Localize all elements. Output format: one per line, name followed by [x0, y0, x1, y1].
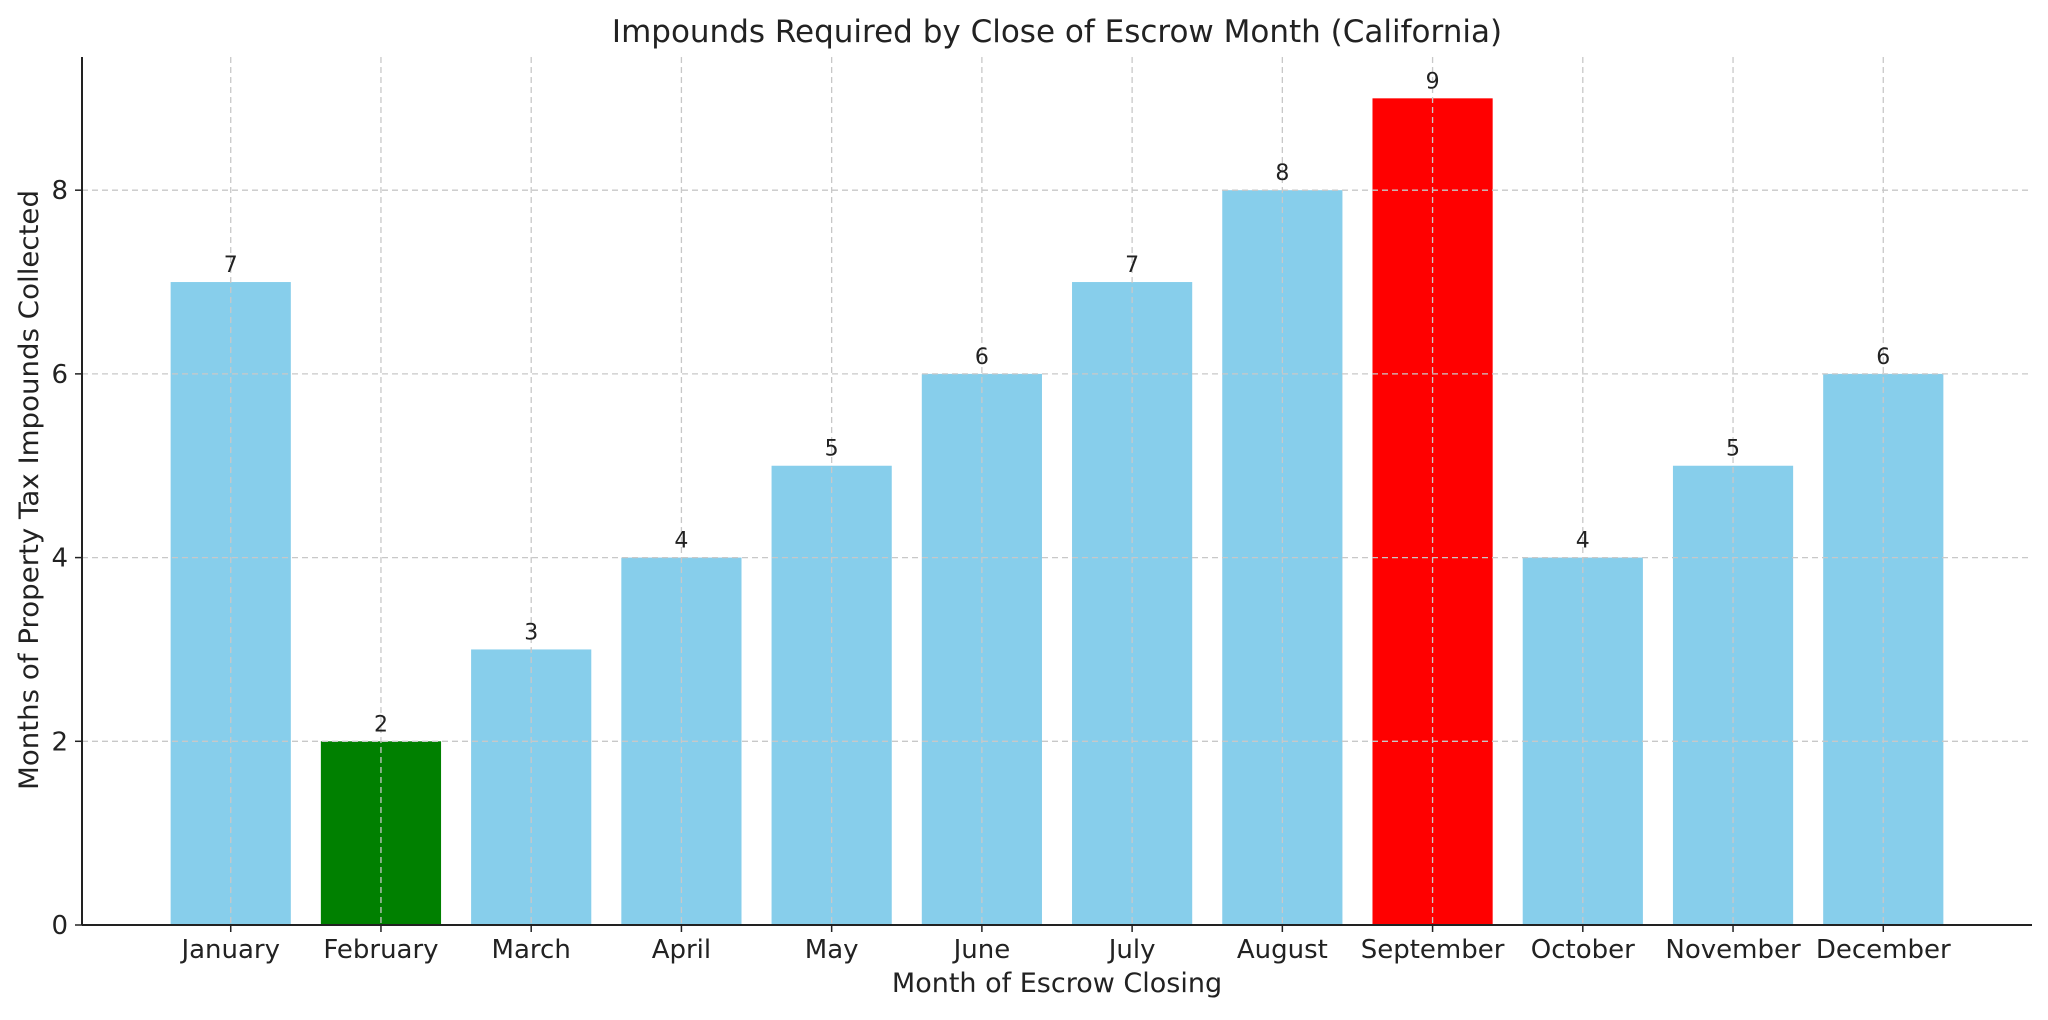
x-tick-label: June	[952, 935, 1011, 965]
axes: 0 2 4 6 8 January February March April May June Jul…	[51, 57, 2032, 965]
x-tick-label: January	[179, 935, 280, 965]
data-label: 4	[1576, 529, 1590, 554]
x-axis-label: Month of Escrow Closing	[892, 968, 1222, 999]
data-label: 3	[524, 620, 538, 645]
data-label: 7	[1125, 253, 1139, 278]
data-label: 9	[1426, 69, 1440, 94]
x-tick-label: October	[1531, 935, 1635, 965]
bar-may	[771, 465, 892, 925]
data-label: 6	[1876, 345, 1890, 370]
y-tick-label: 6	[51, 360, 68, 390]
y-tick-label: 8	[51, 176, 68, 206]
data-label: 4	[674, 529, 688, 554]
x-tick-label: May	[805, 935, 859, 965]
x-tick-label: September	[1361, 935, 1505, 965]
y-tick-label: 2	[51, 727, 68, 757]
x-tick-label: November	[1665, 935, 1801, 965]
x-tick-label: December	[1816, 935, 1951, 965]
data-label: 7	[224, 253, 238, 278]
chart-title: Impounds Required by Close of Escrow Mon…	[612, 14, 1502, 50]
x-tick-label: August	[1237, 935, 1328, 965]
data-label: 6	[975, 345, 989, 370]
data-label: 5	[825, 437, 839, 462]
x-tick-label: July	[1107, 935, 1156, 965]
data-label: 5	[1726, 437, 1740, 462]
grid	[82, 57, 2032, 925]
y-axis-label: Months of Property Tax Impounds Collecte…	[14, 190, 45, 790]
y-tick-label: 4	[51, 544, 68, 574]
bar-november	[1672, 465, 1794, 925]
data-label: 2	[374, 712, 388, 737]
y-tick-label: 0	[51, 911, 68, 941]
data-label: 8	[1275, 161, 1289, 186]
x-tick-label: February	[323, 935, 438, 965]
x-tick-label: March	[492, 935, 571, 965]
data-labels: 7 2 3 4 5 6 7 8 9 4 5 6	[224, 69, 1891, 737]
x-tick-label: April	[652, 935, 711, 965]
bars	[170, 98, 1944, 926]
